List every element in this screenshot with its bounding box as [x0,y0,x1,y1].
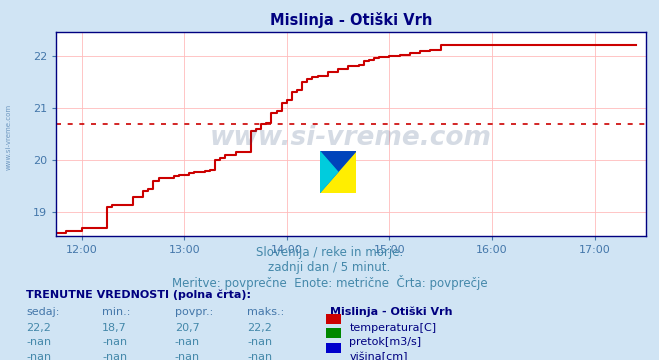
Text: Mislinja - Otiški Vrh: Mislinja - Otiški Vrh [330,307,452,317]
Text: www.si-vreme.com: www.si-vreme.com [210,125,492,151]
Text: pretok[m3/s]: pretok[m3/s] [349,337,421,347]
Text: -nan: -nan [102,352,127,360]
Text: 18,7: 18,7 [102,323,127,333]
Text: Meritve: povprečne  Enote: metrične  Črta: povprečje: Meritve: povprečne Enote: metrične Črta:… [172,275,487,290]
Text: temperatura[C]: temperatura[C] [349,323,436,333]
Text: višina[cm]: višina[cm] [349,352,408,360]
Text: www.si-vreme.com: www.si-vreme.com [5,104,12,170]
Text: -nan: -nan [26,352,51,360]
Text: -nan: -nan [175,352,200,360]
Text: sedaj:: sedaj: [26,307,60,317]
Polygon shape [320,151,356,193]
Polygon shape [320,151,338,193]
Text: 20,7: 20,7 [175,323,200,333]
Text: TRENUTNE VREDNOSTI (polna črta):: TRENUTNE VREDNOSTI (polna črta): [26,290,251,300]
Title: Mislinja - Otiški Vrh: Mislinja - Otiški Vrh [270,13,432,28]
Text: -nan: -nan [247,337,272,347]
Text: -nan: -nan [247,352,272,360]
Text: maks.:: maks.: [247,307,285,317]
Text: 22,2: 22,2 [247,323,272,333]
Text: min.:: min.: [102,307,130,317]
Text: Slovenija / reke in morje.: Slovenija / reke in morje. [256,246,403,258]
Text: -nan: -nan [26,337,51,347]
Text: povpr.:: povpr.: [175,307,213,317]
Polygon shape [320,151,356,193]
Text: -nan: -nan [175,337,200,347]
Text: -nan: -nan [102,337,127,347]
Text: 22,2: 22,2 [26,323,51,333]
Text: zadnji dan / 5 minut.: zadnji dan / 5 minut. [268,261,391,274]
